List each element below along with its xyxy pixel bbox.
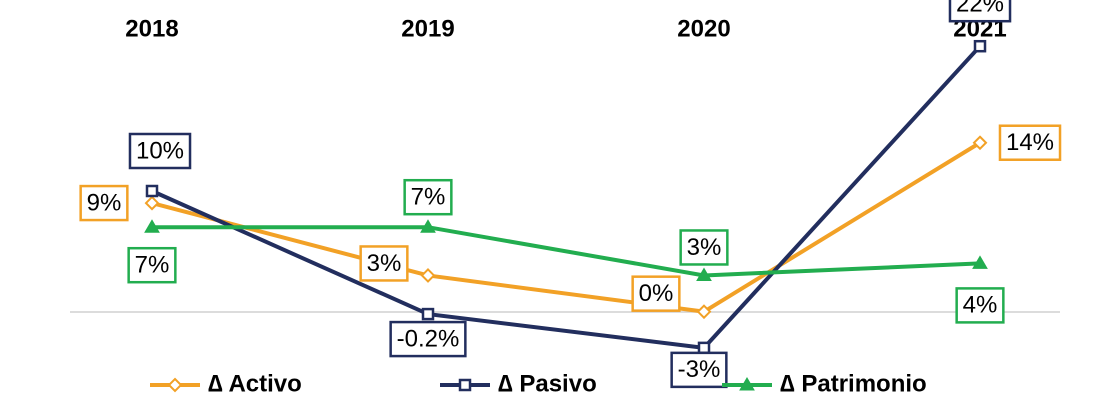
- data-label: 10%: [128, 132, 192, 170]
- data-label-text: 9%: [87, 189, 122, 216]
- data-label: 0%: [631, 275, 681, 312]
- data-label-box: [679, 229, 729, 266]
- category-label: 2019: [401, 15, 454, 42]
- marker: [739, 377, 755, 391]
- data-label-text: 4%: [963, 292, 998, 319]
- marker: [144, 195, 160, 211]
- data-label: 3%: [679, 229, 729, 266]
- data-label-text: 3%: [367, 250, 402, 277]
- data-label-text: 0%: [639, 280, 674, 307]
- data-label: 9%: [79, 184, 129, 222]
- marker: [972, 135, 988, 151]
- marker: [144, 219, 160, 233]
- marker: [145, 184, 159, 198]
- marker: [420, 219, 436, 233]
- category-label: 2018: [125, 15, 178, 42]
- data-label: 7%: [403, 178, 453, 216]
- data-label-box: [359, 245, 409, 282]
- marker: [421, 307, 435, 321]
- marker: [167, 377, 183, 393]
- marker: [973, 39, 987, 53]
- data-label-box: [998, 124, 1062, 161]
- series-line: [152, 225, 981, 278]
- data-label-box: [631, 275, 681, 312]
- data-label-box: [79, 184, 129, 222]
- data-label-box: [403, 178, 453, 216]
- data-label: 22%: [948, 0, 1012, 23]
- data-label-text: -0.2%: [397, 325, 460, 352]
- data-label-text: 14%: [1006, 129, 1054, 156]
- data-label-text: 3%: [687, 234, 722, 261]
- data-label-text: 7%: [135, 252, 170, 279]
- data-label: 4%: [955, 287, 1005, 324]
- marker: [696, 267, 712, 281]
- legend-label: ∆ Patrimonio: [780, 370, 927, 397]
- legend-label: ∆ Activo: [208, 370, 302, 397]
- data-label: -3%: [670, 351, 728, 389]
- marker: [697, 341, 711, 355]
- data-label-box: [948, 0, 1012, 23]
- data-label-box: [127, 246, 177, 284]
- series-line: [151, 141, 982, 314]
- marker: [458, 378, 472, 392]
- data-label: 14%: [998, 124, 1062, 161]
- data-label: 7%: [127, 246, 177, 284]
- data-label-text: 7%: [411, 184, 446, 211]
- marker: [420, 268, 436, 283]
- data-label-box: [955, 287, 1005, 324]
- legend-label: ∆ Pasivo: [498, 370, 597, 397]
- data-label: 3%: [359, 245, 409, 282]
- data-label-text: 22%: [956, 0, 1004, 18]
- data-label-box: [389, 320, 467, 358]
- data-label-box: [670, 351, 728, 389]
- marker: [696, 304, 712, 320]
- data-label-box: [128, 132, 192, 170]
- marker: [972, 255, 988, 269]
- data-label: -0.2%: [389, 320, 467, 358]
- series-line: [151, 44, 982, 350]
- category-label: 2020: [677, 15, 730, 42]
- data-label-text: 10%: [136, 137, 184, 164]
- data-label-text: -3%: [678, 356, 721, 383]
